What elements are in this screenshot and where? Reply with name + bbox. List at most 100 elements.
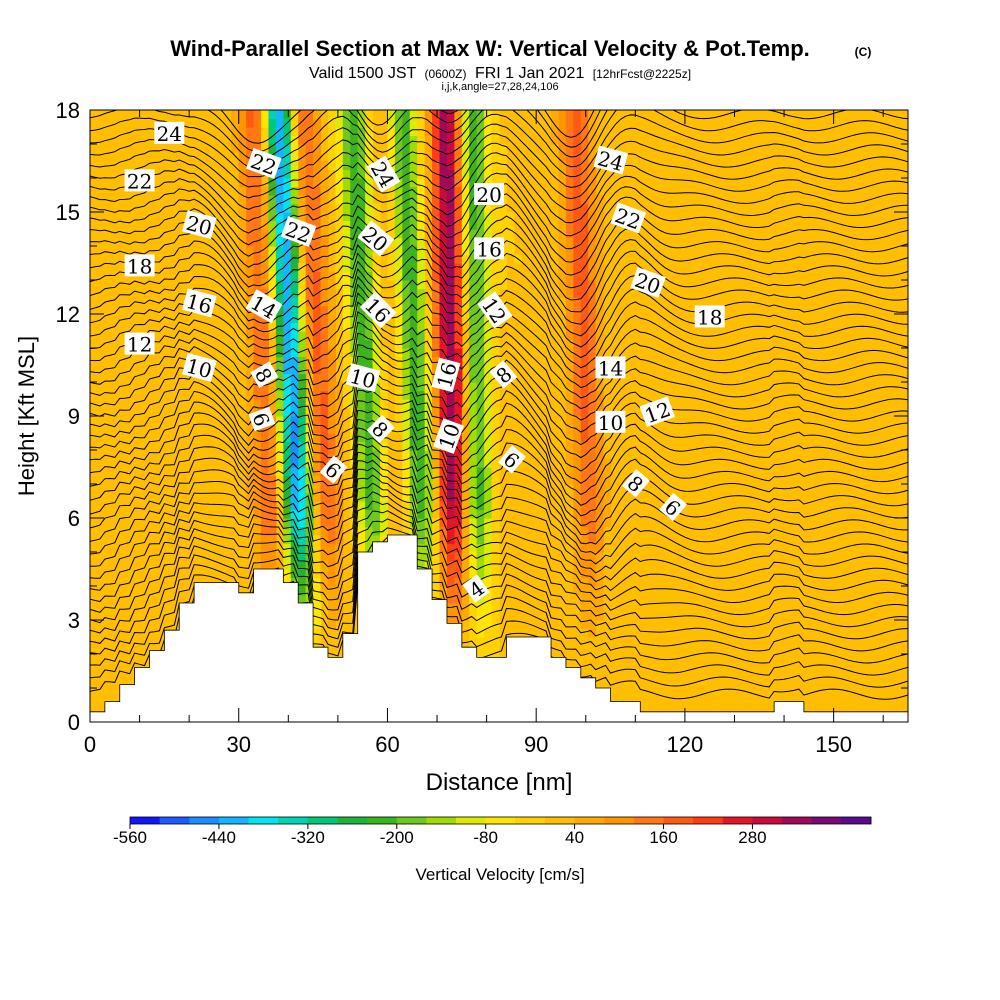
velocity-cell — [387, 229, 396, 239]
velocity-cell — [491, 577, 500, 587]
velocity-cell — [469, 280, 478, 290]
colorbar-swatch — [278, 817, 309, 824]
velocity-cell — [313, 212, 322, 222]
velocity-cell — [476, 518, 485, 528]
velocity-cell — [432, 254, 441, 264]
velocity-cell — [565, 390, 574, 400]
velocity-cell — [402, 263, 411, 273]
velocity-cell — [253, 526, 262, 536]
velocity-cell — [298, 577, 307, 587]
velocity-cell — [461, 526, 470, 536]
velocity-cell — [409, 322, 418, 332]
velocity-cell — [290, 118, 299, 128]
velocity-cell — [261, 475, 270, 485]
velocity-cell — [469, 509, 478, 519]
velocity-cell — [335, 186, 344, 196]
velocity-cell — [417, 118, 426, 128]
velocity-cell — [380, 518, 389, 528]
velocity-cell — [313, 229, 322, 239]
velocity-cell — [469, 424, 478, 434]
velocity-cell — [439, 152, 448, 162]
velocity-cell — [275, 203, 284, 213]
velocity-cell — [491, 135, 500, 145]
velocity-cell — [313, 458, 322, 468]
velocity-cell — [439, 144, 448, 154]
velocity-cell — [283, 110, 292, 120]
velocity-cell — [380, 390, 389, 400]
velocity-cell — [327, 135, 336, 145]
velocity-cell — [461, 552, 470, 562]
velocity-cell — [580, 169, 589, 179]
velocity-cell — [573, 356, 582, 366]
velocity-cell — [491, 645, 500, 655]
velocity-cell — [491, 416, 500, 426]
velocity-cell — [595, 611, 604, 621]
velocity-cell — [342, 263, 351, 273]
x-tick-label: 120 — [667, 732, 704, 757]
velocity-cell — [313, 144, 322, 154]
velocity-cell — [484, 161, 493, 171]
velocity-cell — [476, 212, 485, 222]
velocity-cell — [491, 331, 500, 341]
velocity-cell — [238, 118, 247, 128]
velocity-cell — [372, 535, 381, 545]
velocity-cell — [580, 331, 589, 341]
velocity-cell — [380, 467, 389, 477]
velocity-cell — [365, 526, 374, 536]
velocity-cell — [290, 339, 299, 349]
velocity-cell — [588, 271, 597, 281]
velocity-cell — [454, 441, 463, 451]
velocity-cell — [268, 280, 277, 290]
velocity-cell — [417, 552, 426, 562]
contour-label-box — [462, 574, 490, 603]
velocity-cell — [402, 203, 411, 213]
velocity-cell — [313, 611, 322, 621]
contour-label-box — [345, 363, 381, 393]
velocity-cell — [298, 322, 307, 332]
velocity-cell — [290, 484, 299, 494]
velocity-cell — [603, 509, 612, 519]
velocity-cell — [327, 297, 336, 307]
velocity-cell — [409, 135, 418, 145]
velocity-cell — [499, 280, 508, 290]
velocity-cell — [290, 365, 299, 375]
velocity-cell — [461, 271, 470, 281]
velocity-cell — [469, 110, 478, 120]
isentrope-line — [220, 110, 595, 144]
velocity-cell — [283, 450, 292, 460]
velocity-cell — [432, 560, 441, 570]
velocity-cell — [298, 203, 307, 213]
y-tick-label: 6 — [68, 506, 80, 531]
velocity-cell — [439, 288, 448, 298]
velocity-cell — [298, 586, 307, 596]
velocity-cell — [394, 229, 403, 239]
velocity-cell — [372, 331, 381, 341]
velocity-cell — [290, 297, 299, 307]
velocity-cell — [253, 322, 262, 332]
velocity-cell — [573, 416, 582, 426]
velocity-cell — [595, 195, 604, 205]
velocity-cell — [298, 390, 307, 400]
velocity-cell — [246, 373, 255, 383]
velocity-cell — [313, 135, 322, 145]
velocity-cell — [394, 195, 403, 205]
velocity-cell — [320, 433, 329, 443]
velocity-cell — [320, 348, 329, 358]
velocity-cell — [476, 203, 485, 213]
velocity-cell — [491, 356, 500, 366]
velocity-cell — [327, 152, 336, 162]
velocity-cell — [290, 475, 299, 485]
velocity-cell — [350, 288, 359, 298]
velocity-cell — [365, 169, 374, 179]
isentrope-line — [90, 172, 908, 250]
velocity-cell — [394, 152, 403, 162]
velocity-cell — [246, 441, 255, 451]
velocity-cell — [476, 433, 485, 443]
velocity-cell — [469, 161, 478, 171]
velocity-cell — [439, 586, 448, 596]
velocity-cell — [439, 390, 448, 400]
velocity-cell — [253, 509, 262, 519]
velocity-cell — [350, 407, 359, 417]
velocity-cell — [313, 620, 322, 630]
velocity-cell — [372, 518, 381, 528]
